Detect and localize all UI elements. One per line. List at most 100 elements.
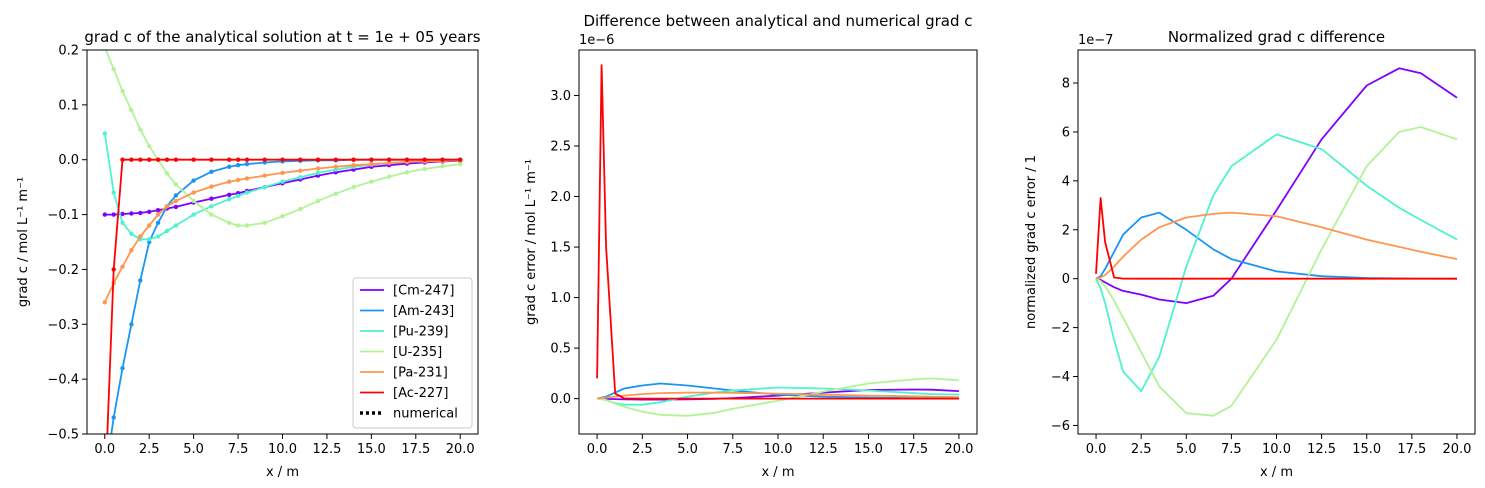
y-tick-label: 2 [1062,223,1070,238]
y-tick-label: 0 [1062,272,1070,287]
series-line-Pa-231 [1095,211,1458,280]
numerical-point [227,197,232,202]
series-line-Pa-231 [597,391,959,400]
numerical-point [244,157,250,162]
x-tick-label: 5.0 [1176,442,1197,457]
numerical-point [262,173,267,178]
numerical-point [138,210,143,216]
series-line-U-235 [1095,126,1458,417]
x-tick-label: 20.0 [944,442,973,457]
chart-panel-2: 0.0 2.5 5.0 7.5 10.0 12.5 15.0 17.5 20.0 0.0 0.5 1.… [524,12,978,480]
y-tick-label: −2 [1051,321,1070,336]
numerical-point [164,157,170,162]
numerical-point [191,178,196,183]
numerical-point [111,67,116,72]
x-tick-label: 2.5 [139,442,160,457]
series-line-Am-243 [1095,211,1458,280]
numerical-point [129,157,134,162]
numerical-point [138,278,143,283]
numerical-point [351,157,356,162]
numerical-point [227,220,232,225]
legend-label: [Pu-239] [393,325,449,340]
y-tick-label: −0.1 [47,208,79,223]
numerical-point [280,157,285,162]
y-tick-label: 8 [1062,77,1070,92]
numerical-point [315,166,321,171]
x-tick-label: 12.5 [809,442,838,457]
numerical-point [351,184,356,190]
series-line-Pu-239 [1095,133,1458,393]
numerical-point [191,198,196,204]
y-tick-label: 4 [1062,174,1070,189]
numerical-point [404,157,410,162]
legend-box [352,277,473,429]
y-tick-label: −0.5 [47,428,79,443]
chart-panel-3: 0.0 2.5 5.0 7.5 10.0 12.5 15.0 17.5 20.0 −6 −4 −2 0 2… [1024,28,1476,480]
legend: [Cm-247] [Am-243] [Pu-239] [U-235] [Pa-231] [… [352,277,473,429]
numerical-point [235,157,241,162]
x-tick-label: 0.0 [94,442,115,457]
numerical-point [351,163,356,168]
numerical-point [209,169,214,174]
numerical-point [262,220,267,225]
numerical-point [120,264,125,269]
numerical-point [173,157,179,162]
numerical-point [369,157,374,162]
y-axis-label: grad c / mol L⁻¹ m⁻¹ [16,177,31,307]
y-tick-label: 2.5 [550,140,571,155]
y-tick-label: 1.5 [550,241,571,256]
numerical-point [120,88,125,94]
numerical-point [138,127,143,132]
numerical-point [164,228,170,234]
series-group [596,64,959,417]
x-axis-label: x / m [266,465,299,480]
numerical-point [147,143,152,149]
numerical-point [111,415,116,420]
numerical-point [111,212,116,217]
numerical-point [120,211,125,217]
x-tick-label: 5.0 [677,442,698,457]
series-line-Ac-227 [596,64,959,400]
chart-panel-1: 0.0 2.5 5.0 7.5 10.0 12.5 15.0 17.5 20.0 −0.5 −0.4… [16,28,481,480]
y-tick-label: 1.0 [550,291,571,306]
chart-title: Difference between analytical and numeri… [583,12,972,30]
numerical-point [369,161,374,167]
numerical-point [235,177,241,183]
numerical-point [164,171,170,176]
numerical-point [191,157,196,162]
legend-label: [U-235] [393,345,442,360]
numerical-point [262,157,267,162]
numerical-point [129,248,134,253]
y-tick-label: −6 [1051,419,1070,434]
x-tick-label: 0.0 [1086,442,1107,457]
numerical-point [155,234,161,239]
x-tick-label: 10.0 [1262,442,1291,457]
numerical-point [209,157,214,162]
legend-label: [Cm-247] [393,284,454,299]
x-tick-label: 17.5 [401,442,430,457]
x-tick-label: 12.5 [1307,442,1336,457]
numerical-point [191,190,196,195]
numerical-point [458,161,463,167]
legend-label: [Ac-227] [393,386,448,401]
numerical-point [173,193,179,198]
y-tick-label: 0.1 [58,98,79,113]
numerical-point [227,164,232,169]
series-group [1095,67,1458,417]
series-line-U-235 [104,50,461,227]
numerical-point [244,161,250,167]
y-tick-label: 0.5 [550,342,571,357]
numerical-point [103,476,107,480]
numerical-point [209,184,214,189]
x-tick-label: 15.0 [1352,442,1381,457]
numerical-point [315,198,321,204]
numerical-point [173,182,179,187]
numerical-point [129,108,134,113]
numerical-point [333,191,338,196]
numerical-point [280,170,285,176]
x-tick-label: 2.5 [632,442,653,457]
numerical-point [458,157,463,162]
x-tick-label: 10.0 [268,442,297,457]
numerical-point [111,190,116,195]
